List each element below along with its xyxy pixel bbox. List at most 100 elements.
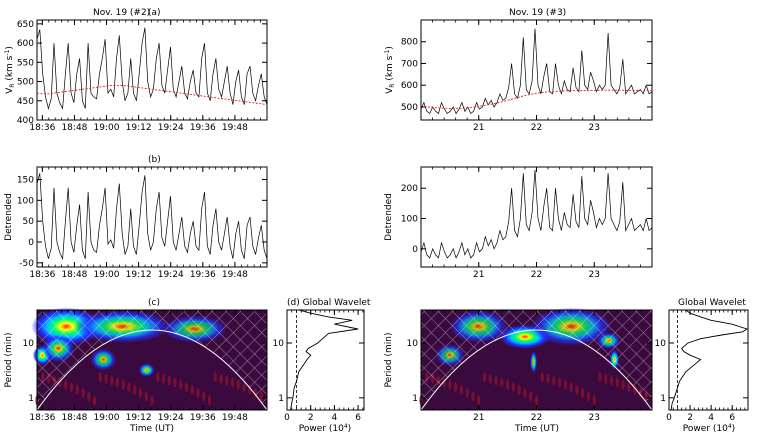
wavelet-noise <box>627 382 631 393</box>
wavelet-noise <box>98 371 102 382</box>
wavelet-noise <box>477 395 481 406</box>
wavelet-noise <box>81 387 85 398</box>
wavelet-noise <box>500 377 504 388</box>
y-tick-label: 50 <box>23 217 35 227</box>
y-axis-label: Detrended <box>384 193 394 241</box>
wavelet-noise <box>609 375 614 386</box>
panel-wv1: (c) 18:36 18:48 19:00 19:12 19:24 19:36 19:481… <box>4 298 268 434</box>
plot-frame <box>36 19 268 121</box>
plot-frame <box>36 166 268 268</box>
wavelet-noise <box>184 382 189 393</box>
x-tick-label: 22 <box>531 123 542 133</box>
wv1-plot-area: 18:36 18:48 19:00 19:12 19:24 19:36 19:48 1 10 <box>23 307 268 423</box>
x-tick-label: 19:36 <box>190 123 216 133</box>
y-tick-label: 10 <box>407 339 419 349</box>
panel-title: (d) Global Wavelet <box>287 298 371 308</box>
wavelet-noise <box>92 395 97 406</box>
plot-frame <box>420 19 653 121</box>
wavelet-noise <box>242 382 246 393</box>
series-line-detrended <box>420 169 653 259</box>
wavelet-noise <box>207 395 212 406</box>
panel-gw1: (d) Global Wavelet 0 2 4 6 10 1 Power (104) <box>273 298 371 434</box>
x-tick-label: 19:12 <box>126 123 152 133</box>
series-line-V_R <box>36 27 268 110</box>
x-axis-label: Power (104) <box>299 423 351 434</box>
panel-dt1: (b) 18:36 18:48 19:00 19:12 19:24 19:36 19:48 -… <box>4 155 268 280</box>
y-tick-label: 600 <box>17 39 34 49</box>
x-axis-label: Time (UT) <box>514 424 559 434</box>
wavelet-noise <box>552 375 556 386</box>
y-tick-label: 1 <box>278 394 284 404</box>
x-tick-label: 18:36 <box>29 413 55 423</box>
y-tick-label: 10 <box>273 339 285 349</box>
wv2-plot-area: 21 22 23 1 10 <box>407 307 653 423</box>
wavelet-noise <box>202 391 206 402</box>
wavelet-noise <box>127 382 131 393</box>
wavelet-noise <box>150 395 154 406</box>
wavelet-noise <box>517 384 521 395</box>
wavelet-noise <box>598 371 602 382</box>
wavelet-noise <box>459 384 464 395</box>
global-wavelet-line <box>670 309 748 411</box>
x-axis-label: Time (UT) <box>129 424 174 434</box>
x-tick-label: 19:00 <box>94 123 120 133</box>
y-axis-label: VR (km s-1) <box>4 46 16 94</box>
x-tick-label: 23 <box>589 123 600 133</box>
cone-of-influence <box>36 329 268 411</box>
vr1-plot-area: 18:36 18:48 19:00 19:12 19:24 19:36 19:48 400 45… <box>17 20 268 133</box>
wavelet-noise <box>121 379 125 390</box>
plot-frame <box>420 166 653 268</box>
wavelet-noise <box>592 395 596 406</box>
x-tick-label: 21 <box>473 123 484 133</box>
cone-hatch <box>421 310 652 410</box>
panel-sublabel: (a) <box>148 8 161 18</box>
wavelet-noise <box>494 375 498 386</box>
y-tick-label: 100 <box>401 215 418 225</box>
wavelet-noise <box>75 384 79 395</box>
x-tick-label: 18:48 <box>61 270 87 280</box>
x-tick-label: 23 <box>589 270 600 280</box>
x-tick-label: 18:36 <box>29 270 55 280</box>
y-tick-label: 10 <box>655 339 667 349</box>
wavelet-noise <box>144 391 148 402</box>
wavelet-noise <box>236 379 240 390</box>
wavelet-noise <box>167 375 171 386</box>
wavelet-noise <box>569 382 573 393</box>
y-tick-label: 800 <box>401 38 418 48</box>
wavelet-noise <box>190 384 194 395</box>
x-tick-label: 19:24 <box>158 123 184 133</box>
wavelet-noise <box>558 377 562 388</box>
wavelet-noise <box>213 371 217 382</box>
wavelet-noise <box>488 373 492 384</box>
panel-vr1: Nov. 19 (#2) (a) 18:36 18:48 19:00 19:12 19:… <box>4 8 268 133</box>
wavelet-noise <box>156 371 160 382</box>
wavelet-noise <box>563 379 567 390</box>
wavelet-power-blob <box>530 351 538 373</box>
panel-vr2: Nov. 19 (#3) 21 22 23 500 600 700 800 VR (km s… <box>384 8 653 133</box>
x-tick-label: 19:48 <box>222 123 248 133</box>
y-axis-label: Period (min) <box>4 333 14 388</box>
x-tick-label: 19:36 <box>190 270 216 280</box>
wavelet-noise <box>448 379 452 390</box>
panel-dt2: 21 22 23 0 100 200 Detrended <box>384 166 653 280</box>
cone-hatch <box>37 310 267 410</box>
wavelet-noise <box>586 391 591 402</box>
x-tick-label: 19:12 <box>126 270 152 280</box>
y-tick-label: 1 <box>660 394 666 404</box>
wavelet-noise <box>465 387 469 398</box>
wavelet-noise <box>179 379 183 390</box>
global-wavelet-line <box>290 309 359 411</box>
series-line-trend <box>420 89 652 109</box>
y-tick-label: 1 <box>412 394 418 404</box>
series-line-detrended <box>36 173 268 261</box>
y-tick-label: 500 <box>17 78 34 88</box>
wavelet-noise <box>540 371 544 382</box>
x-tick-label: 6 <box>729 413 735 423</box>
panel-gw2: Global Wavelet 0 2 4 6 10 1 Power (104) <box>655 298 749 434</box>
wavelet-noise <box>173 377 177 388</box>
wavelet-noise <box>115 377 120 388</box>
wavelet-noise <box>230 377 235 388</box>
x-tick-label: 22 <box>531 270 542 280</box>
wavelet-noise <box>529 391 533 402</box>
y-tick-label: 10 <box>23 339 35 349</box>
